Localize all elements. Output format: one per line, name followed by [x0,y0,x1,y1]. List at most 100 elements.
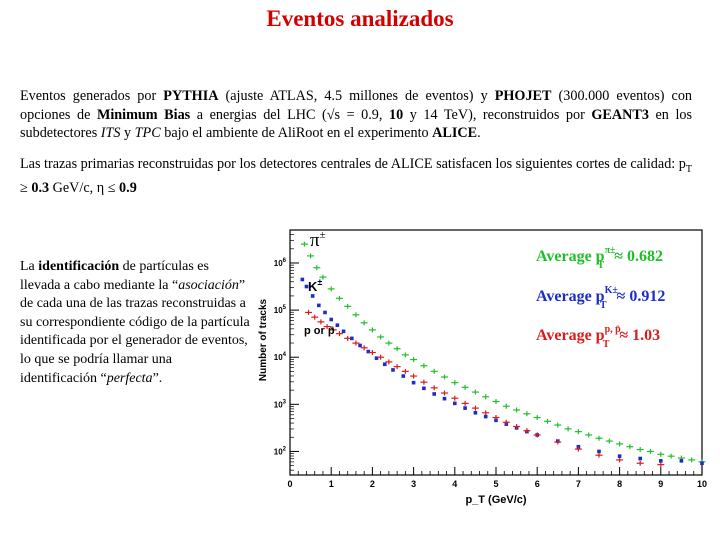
text-run: (300.000 eventos) con opciones de [20,88,693,123]
paragraph-events: Eventos generados por PYTHIA (ajuste ATL… [20,87,692,143]
x-tick-label: 2 [370,479,375,489]
paragraph-cuts: Las trazas primarias reconstruidas por l… [20,155,692,198]
association-label: asociación [178,277,239,293]
data-point [344,335,352,341]
data-point [523,411,531,417]
data-point [411,380,416,385]
alice-label: ALICE [432,125,478,141]
data-point [307,253,315,259]
data-point [523,428,531,434]
y-axis-label: Number of tracks [258,298,269,381]
data-point [471,389,479,395]
average-kaon: Average pK± T ≈ 0.912 [536,285,665,311]
data-point [636,460,644,466]
avg-proton-sub: T [603,339,610,350]
data-point [463,406,467,410]
data-point [300,241,308,247]
avg-pion-value: ≈ 0.682 [614,248,663,265]
x-tick-label: 6 [535,479,540,489]
data-point [482,410,490,416]
data-point [300,277,305,282]
data-point [616,457,624,463]
data-point [430,368,438,374]
data-point [626,444,634,450]
data-point [374,356,379,360]
data-point [657,462,665,468]
text-run: en los subdetectores [20,106,692,142]
avg-pion-text: Average p [536,248,605,265]
geant3-label: GEANT3 [591,106,649,123]
data-point [304,284,309,289]
data-point [420,363,428,369]
text-run: Eventos generados por [20,88,164,104]
data-point [597,449,601,454]
x-tick-label: 4 [452,479,457,489]
text-run: . [477,125,481,141]
data-point [544,418,551,424]
data-point [305,309,313,315]
avg-proton-sup: p, p̄ [605,324,622,335]
data-point [513,407,521,413]
data-point [492,399,500,404]
data-point [323,324,331,330]
data-point [319,274,327,280]
avg-kaon-sup: K± [605,285,619,296]
data-point [574,429,582,435]
x-tick-label: 7 [576,479,581,489]
data-point [311,314,319,320]
x-tick-label: 1 [329,479,334,489]
avg-proton-value: ≈ 1.03 [619,327,660,344]
data-marks [300,241,706,468]
y-tick-label: 106 [274,258,287,268]
x-tick-label: 0 [287,479,292,489]
y-tick-label: 102 [274,446,287,456]
text-run: ≥ [20,180,32,197]
data-point [317,319,325,325]
proton-label: p or p̄ [304,325,335,337]
data-point [595,435,603,441]
paragraph-identification: La identificación de partículas es lleva… [20,258,252,388]
data-point [473,411,478,415]
phojet-label: PHOJET [494,88,552,104]
data-point [451,380,459,386]
text-run: bajo el ambiente de AliRoot en el experi… [160,125,433,141]
text-run: de partículas es llevada a cabo mediante… [20,259,209,293]
data-point [442,396,447,401]
data-point [636,447,644,453]
data-point [335,331,343,337]
text-run: Las trazas primarias reconstruidas por l… [20,156,686,172]
data-point [313,265,321,271]
data-point [350,336,354,341]
data-point [502,403,510,409]
data-point [358,343,362,348]
data-point [327,286,335,292]
data-point [647,448,654,454]
data-point [513,423,521,429]
data-point [679,459,684,463]
pion-sup: ± [320,229,326,241]
pion-label: π± [310,229,326,251]
text-run: a energias del LHC (√s = 0.9, [190,106,389,123]
its-label: ITS [100,125,121,141]
svg-text:Average pp, p̄T≈ 1.03: Average pp, p̄ T ≈ 1.03 [536,324,660,350]
text-run: ” de cada una de las trazas reconstruida… [20,277,250,386]
pythia-label: PYTHIA [163,88,219,104]
data-point [366,349,371,354]
data-point [483,414,488,419]
data-point [432,392,436,396]
kaon-sup: ± [317,277,322,287]
data-point [533,432,541,438]
pt-subscript: T [685,163,692,175]
data-point [352,340,360,346]
data-point [368,350,376,355]
average-proton: Average pp, p̄ T ≈ 1.03 [536,324,660,350]
data-point [377,334,385,340]
svg-text:Average pπ±T≈ 0.682: Average pπ± T ≈ 0.682 [536,245,663,271]
data-point [502,419,510,425]
data-point [461,400,469,406]
data-point [461,384,469,390]
avg-kaon-text: Average p [536,288,605,305]
data-point [585,432,593,438]
data-point [494,418,498,423]
